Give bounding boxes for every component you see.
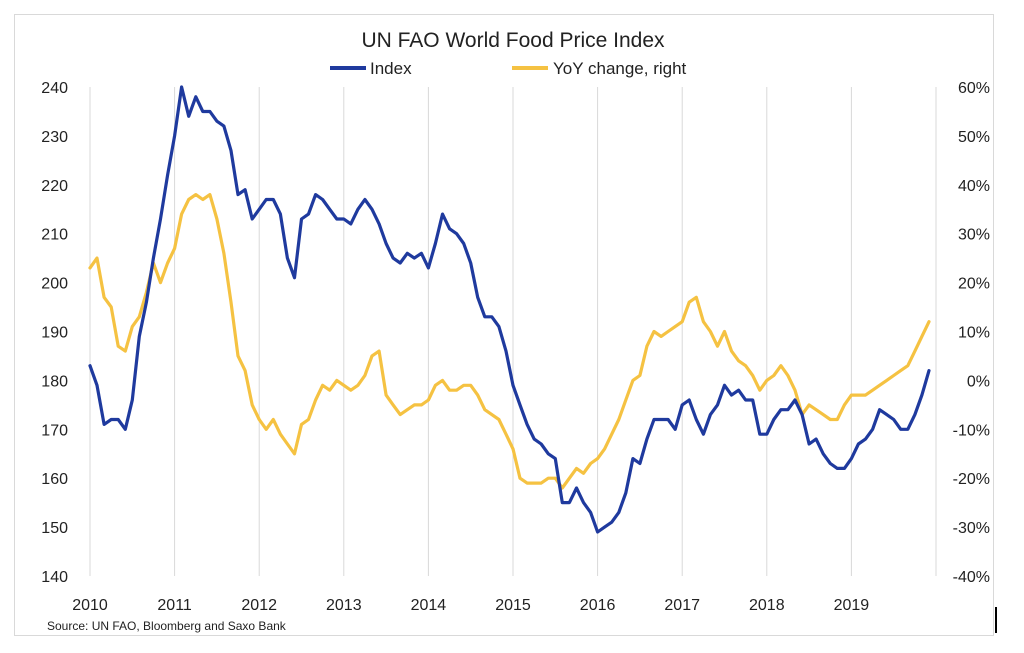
x-tick-label: 2018 xyxy=(749,597,785,614)
left-tick-label: 140 xyxy=(41,569,68,586)
right-axis-ticks: 60% 50% 40% 30% 20% 10% 0% -10% -20% -30% -40% xyxy=(953,80,990,586)
right-tick-label: 20% xyxy=(958,276,990,293)
legend-label-index: Index xyxy=(370,59,412,78)
source-note: Source: UN FAO, Bloomberg and Saxo Bank xyxy=(47,619,287,633)
series-line-yoy xyxy=(88,193,931,490)
left-tick-label: 200 xyxy=(41,276,68,293)
left-tick-label: 160 xyxy=(41,471,68,488)
left-tick-label: 230 xyxy=(41,129,68,146)
left-tick-label: 150 xyxy=(41,520,68,537)
right-tick-label: -30% xyxy=(953,520,990,537)
right-tick-label: 40% xyxy=(958,178,990,195)
right-tick-label: 50% xyxy=(958,129,990,146)
x-tick-label: 2019 xyxy=(834,597,870,614)
right-tick-label: -40% xyxy=(953,569,990,586)
left-tick-label: 180 xyxy=(41,373,68,390)
right-tick-label: 0% xyxy=(967,373,990,390)
x-tick-label: 2016 xyxy=(580,597,616,614)
right-tick-label: 30% xyxy=(958,227,990,244)
x-axis-ticks: 2010 2011 2012 2013 2014 2015 2016 2017 2018 2019 xyxy=(72,597,869,614)
x-tick-label: 2014 xyxy=(411,597,447,614)
legend-label-yoy: YoY change, right xyxy=(553,59,687,78)
x-tick-label: 2011 xyxy=(157,597,192,614)
right-tick-label: -20% xyxy=(953,471,990,488)
right-tick-label: -10% xyxy=(953,422,990,439)
series-line-index xyxy=(88,85,931,534)
series-layer xyxy=(88,85,931,534)
x-tick-label: 2017 xyxy=(664,597,700,614)
left-tick-label: 220 xyxy=(41,178,68,195)
left-tick-label: 190 xyxy=(41,325,68,342)
left-tick-label: 240 xyxy=(41,80,68,97)
x-tick-label: 2015 xyxy=(495,597,531,614)
chart-title: UN FAO World Food Price Index xyxy=(361,29,665,52)
left-tick-label: 210 xyxy=(41,227,68,244)
legend: Index YoY change, right xyxy=(330,59,687,78)
left-axis-ticks: 240 230 220 210 200 190 180 170 160 150 140 xyxy=(41,80,68,586)
x-tick-label: 2010 xyxy=(72,597,108,614)
right-tick-label: 10% xyxy=(958,325,990,342)
left-tick-label: 170 xyxy=(41,422,68,439)
grid-layer xyxy=(89,87,937,576)
right-tick-label: 60% xyxy=(958,80,990,97)
x-tick-label: 2013 xyxy=(326,597,362,614)
x-tick-label: 2012 xyxy=(241,597,277,614)
